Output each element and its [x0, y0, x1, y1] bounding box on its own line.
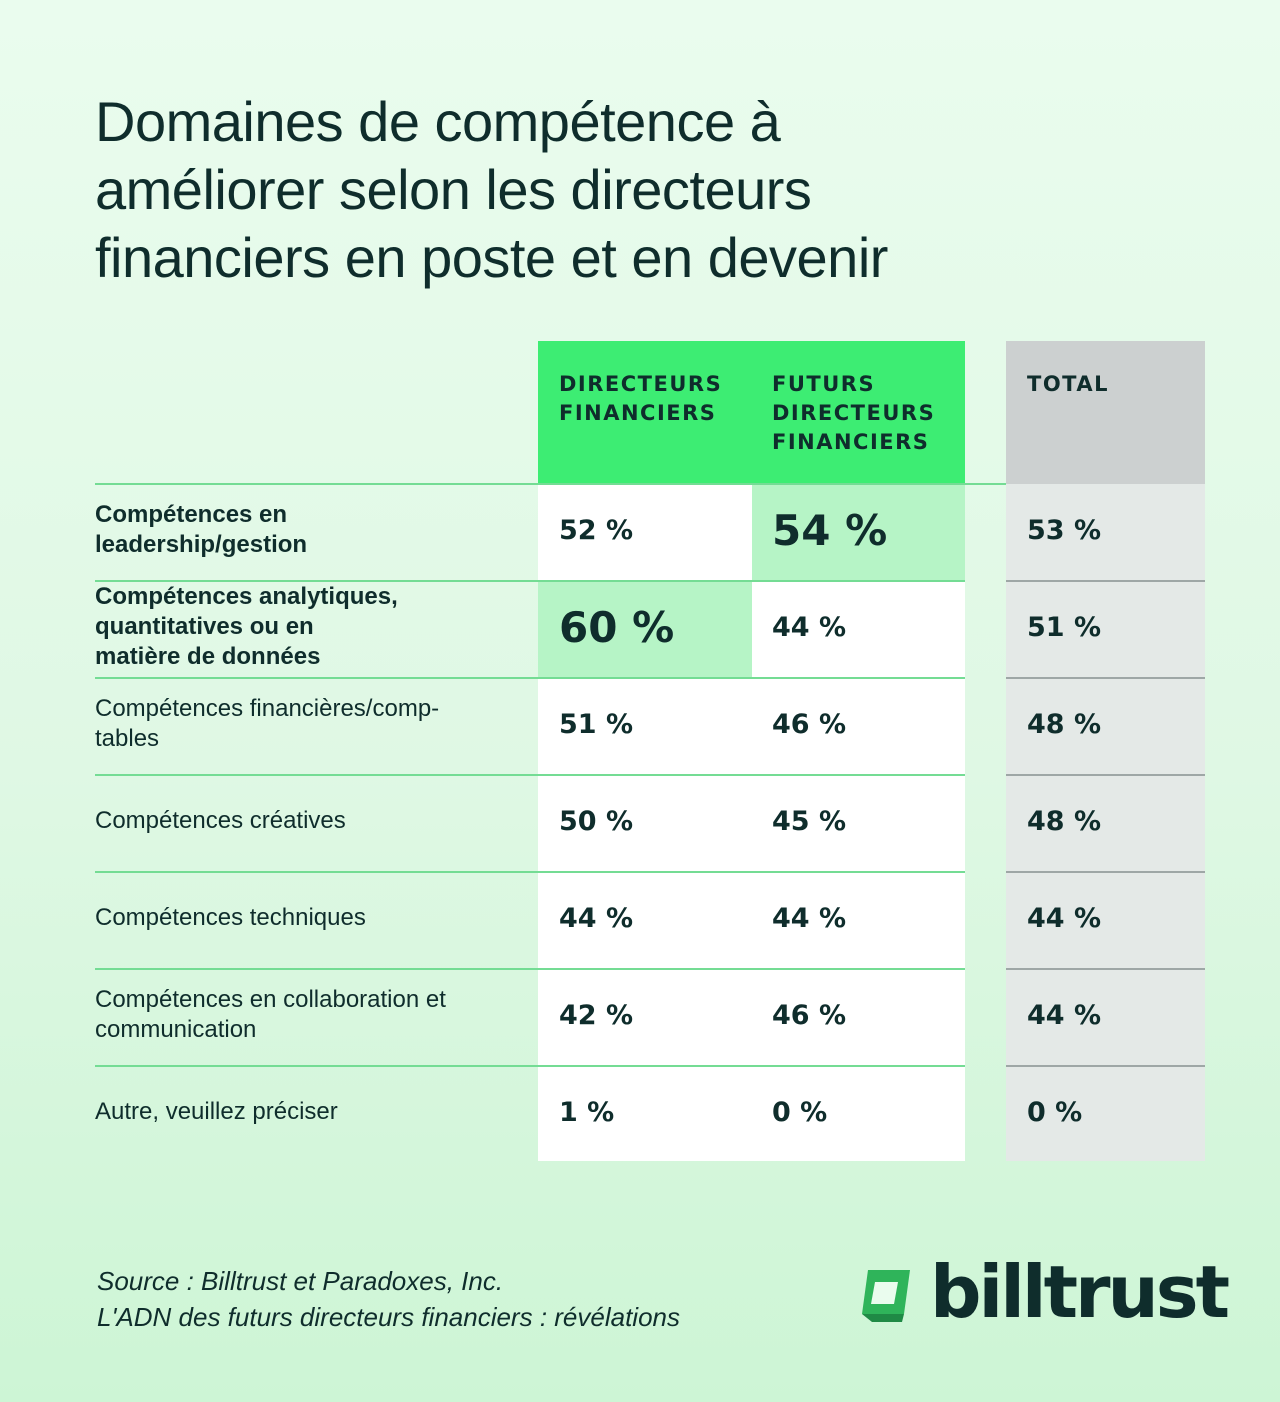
value-cell: 60 % — [559, 602, 675, 652]
cfo-columns-header-bg — [538, 341, 965, 484]
highlight-cell — [538, 582, 752, 677]
row-label: Compétences en collaboration et communica… — [95, 985, 446, 1043]
row-label: Compétences créatives — [95, 806, 346, 834]
value-cell: 42 % — [559, 999, 634, 1031]
row-divider-total — [1006, 871, 1205, 873]
row-divider — [95, 677, 965, 679]
value-cell: 44 % — [1027, 902, 1102, 934]
row-divider — [95, 774, 965, 776]
value-cell: 53 % — [1027, 514, 1102, 546]
value-cell: 44 % — [1027, 999, 1102, 1031]
row-divider-total — [1006, 968, 1205, 970]
total-column-body-bg — [1006, 484, 1205, 1161]
source-note: Source : Billtrust et Paradoxes, Inc. L'… — [97, 1263, 680, 1335]
value-cell: 44 % — [559, 902, 634, 934]
column-header-future-cfo: FUTURS DIRECTEURS FINANCIERS — [772, 372, 936, 454]
row-divider-total — [1006, 580, 1205, 582]
source-line: Source : Billtrust et Paradoxes, Inc. — [97, 1266, 504, 1296]
value-cell: 0 % — [772, 1096, 828, 1128]
value-cell: 54 % — [772, 505, 888, 555]
value-cell: 50 % — [559, 805, 634, 837]
row-divider — [95, 871, 965, 873]
value-cell: 51 % — [1027, 611, 1102, 643]
row-label: Compétences techniques — [95, 903, 366, 931]
value-cell: 46 % — [772, 708, 847, 740]
value-cell: 44 % — [772, 902, 847, 934]
row-divider — [95, 580, 965, 582]
row-label: Compétences analytiques, quantitatives ou… — [95, 582, 398, 670]
highlight-cell — [752, 485, 965, 580]
title-line: améliorer selon les directeurs — [95, 158, 812, 221]
value-cell: 51 % — [559, 708, 634, 740]
title-line: financiers en poste et en devenir — [95, 226, 888, 289]
value-cell: 1 % — [559, 1096, 615, 1128]
value-cell: 48 % — [1027, 805, 1102, 837]
value-cell: 44 % — [772, 611, 847, 643]
row-divider-total — [1006, 1065, 1205, 1067]
row-divider — [95, 483, 1006, 485]
row-divider-total — [1006, 677, 1205, 679]
value-cell: 46 % — [772, 999, 847, 1031]
page-title: Domaines de compétence à améliorer selon… — [95, 88, 1095, 292]
row-divider — [95, 968, 965, 970]
row-label: Autre, veuillez préciser — [95, 1097, 338, 1125]
row-label: Compétences en leadership/gestion — [95, 500, 308, 558]
value-cell: 48 % — [1027, 708, 1102, 740]
row-label: Compétences financières/comp-tables — [95, 694, 440, 752]
value-cell: 45 % — [772, 805, 847, 837]
billtrust-logo-icon — [862, 1270, 910, 1322]
title-line: Domaines de compétence à — [95, 90, 781, 153]
value-cell: 0 % — [1027, 1096, 1083, 1128]
logo-wordmark: billtrust — [930, 1250, 1230, 1334]
column-header-total: TOTAL — [1027, 372, 1110, 396]
row-divider — [95, 1065, 965, 1067]
column-header-cfo: DIRECTEURS FINANCIERS — [559, 372, 723, 425]
row-divider-total — [1006, 774, 1205, 776]
total-column-header-bg — [1006, 341, 1205, 484]
value-cell: 52 % — [559, 514, 634, 546]
source-line: L'ADN des futurs directeurs financiers :… — [97, 1302, 680, 1332]
